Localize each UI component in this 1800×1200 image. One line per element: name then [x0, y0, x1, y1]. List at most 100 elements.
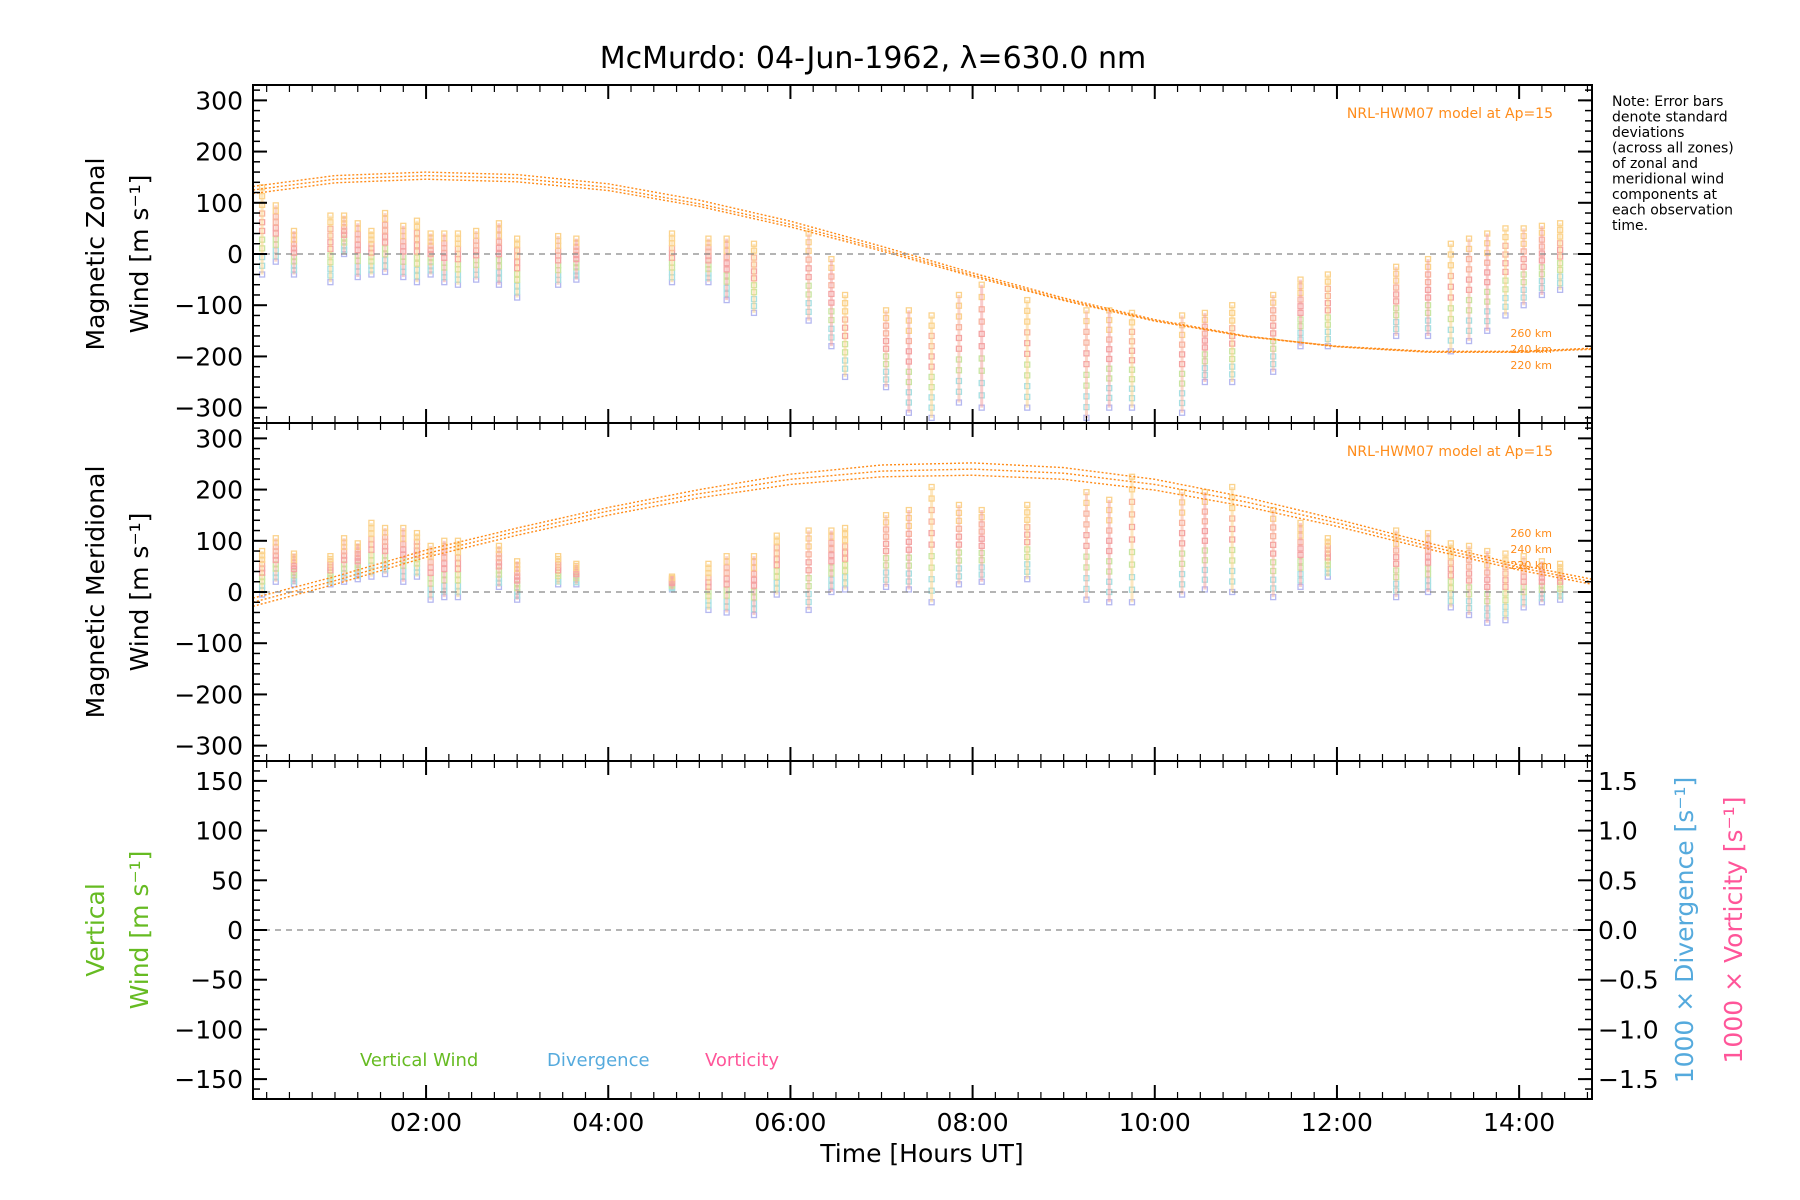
observation-bar: [495, 542, 503, 591]
y-tick-label: 100: [195, 527, 243, 556]
observation-bar: [413, 529, 421, 580]
model-curve-220km: [252, 178, 1593, 352]
observation-bar: [340, 212, 348, 258]
observation-bar: [1178, 312, 1186, 416]
note-line: Note: Error bars: [1612, 94, 1723, 110]
observation-bar: [705, 560, 712, 614]
meridional-ylabel-line2: Wind [m s⁻¹]: [125, 513, 154, 672]
meridional-ylabel-line1: Magnetic Meridional: [81, 466, 110, 719]
y-tick-label: −150: [174, 1065, 243, 1094]
observation-bar: [1201, 309, 1209, 386]
y-tick-label: 200: [195, 138, 243, 167]
observation-bar: [514, 558, 521, 603]
legend-vertical-wind: Vertical Wind: [360, 1050, 478, 1071]
note-line: denote standard: [1612, 110, 1728, 126]
observation-bar: [668, 573, 676, 593]
altitude-label: 220 km: [1510, 559, 1552, 572]
vorticity-axis-label: 1000 × Vorticity [s⁻¹]: [1719, 797, 1748, 1064]
observation-bar: [1447, 240, 1454, 355]
vertical-wind-panel: 150 100 50 0 −50 −100 −150 1.5 1.0 0.5 0.0 −0.5 −1.…: [81, 760, 1748, 1137]
y-tick-label: 150: [195, 767, 243, 796]
x-tick-label: 14:00: [1483, 1108, 1555, 1137]
observation-bar: [1538, 222, 1546, 299]
observation-bar: [1106, 307, 1113, 411]
observation-bar: [1520, 225, 1527, 309]
observation-bar: [272, 535, 279, 585]
observation-bar: [290, 550, 298, 588]
right-tick-label: −0.5: [1598, 966, 1659, 995]
observation-bar: [978, 281, 985, 411]
note-line: deviations: [1612, 125, 1684, 141]
observation-bar: [1465, 235, 1473, 345]
observation-bar: [554, 553, 562, 588]
zonal-model-curves: [252, 171, 1593, 353]
observation-bar: [454, 230, 462, 288]
vertical-ylabel-line1: Vertical: [81, 883, 110, 977]
altitude-label: 240 km: [1510, 343, 1552, 356]
observation-bar: [1229, 483, 1236, 596]
observation-bar: [750, 240, 758, 317]
observation-bar: [1502, 225, 1509, 319]
x-axis-label: Time [Hours UT]: [819, 1139, 1023, 1168]
observation-bar: [554, 232, 562, 288]
observation-bar: [805, 527, 812, 614]
y-tick-label: −200: [174, 342, 243, 371]
observation-bar: [272, 202, 279, 265]
observation-bar: [473, 227, 480, 283]
x-tick-label: 02:00: [390, 1108, 462, 1137]
y-tick-label: −300: [174, 732, 243, 761]
right-tick-label: −1.5: [1598, 1065, 1659, 1094]
y-tick-label: 100: [195, 817, 243, 846]
meridional-wind-panel: 300 200 100 0 −100 −200 −300 NRL-HWM07 model a…: [81, 422, 1593, 762]
observation-bar: [928, 483, 935, 606]
observation-bar: [368, 227, 375, 278]
note-line: each observation: [1612, 203, 1733, 219]
note-line: time.: [1612, 218, 1648, 234]
legend-divergence: Divergence: [547, 1050, 650, 1071]
zonal-observations: [258, 184, 1564, 422]
note-line: components at: [1612, 187, 1718, 203]
model-curve-240km: [252, 468, 1593, 603]
y-tick-label: 200: [195, 476, 243, 505]
observation-bar: [750, 553, 758, 619]
altitude-label: 220 km: [1510, 359, 1552, 372]
observation-bar: [828, 255, 835, 350]
model-curve-260km: [252, 171, 1593, 353]
observation-bar: [1270, 291, 1277, 375]
note-line: (across all zones): [1612, 141, 1734, 157]
observation-bar: [413, 217, 421, 286]
observation-bar: [841, 291, 849, 381]
observation-bar: [427, 230, 434, 278]
observation-bar: [368, 519, 375, 580]
observation-bar: [1270, 506, 1277, 601]
x-tick-label: 12:00: [1301, 1108, 1373, 1137]
observation-bar: [905, 307, 912, 416]
zonal-model-label: NRL-HWM07 model at Ap=15: [1347, 106, 1553, 122]
observation-bar: [1024, 296, 1031, 411]
vertical-y-axis: 150 100 50 0 −50 −100 −150: [174, 760, 1592, 1100]
note-line: meridional wind: [1612, 172, 1724, 188]
observation-bar: [400, 222, 407, 281]
y-tick-label: 50: [211, 866, 243, 895]
observation-bar: [1201, 488, 1209, 593]
observation-bar: [1324, 271, 1331, 350]
observation-bar: [327, 553, 334, 588]
observation-bar: [327, 212, 334, 286]
observation-bar: [882, 512, 890, 591]
observation-bar: [723, 553, 730, 616]
y-tick-label: −100: [174, 1015, 243, 1044]
observation-bar: [1297, 276, 1304, 350]
y-tick-label: −50: [190, 966, 243, 995]
observation-bar: [1083, 307, 1090, 422]
y-tick-label: 0: [227, 578, 243, 607]
x-tick-label: 08:00: [937, 1108, 1009, 1137]
zonal-y-axis: 300 200 100 0 −100 −200 −300: [174, 85, 1592, 423]
observation-bar: [1393, 527, 1400, 601]
observation-bar: [1484, 230, 1491, 334]
observation-bar: [340, 535, 348, 585]
observation-bar: [1324, 535, 1331, 580]
observation-bar: [723, 235, 730, 304]
model-curve-240km: [252, 174, 1593, 353]
observation-bar: [514, 235, 521, 301]
altitude-label: 260 km: [1510, 327, 1552, 340]
